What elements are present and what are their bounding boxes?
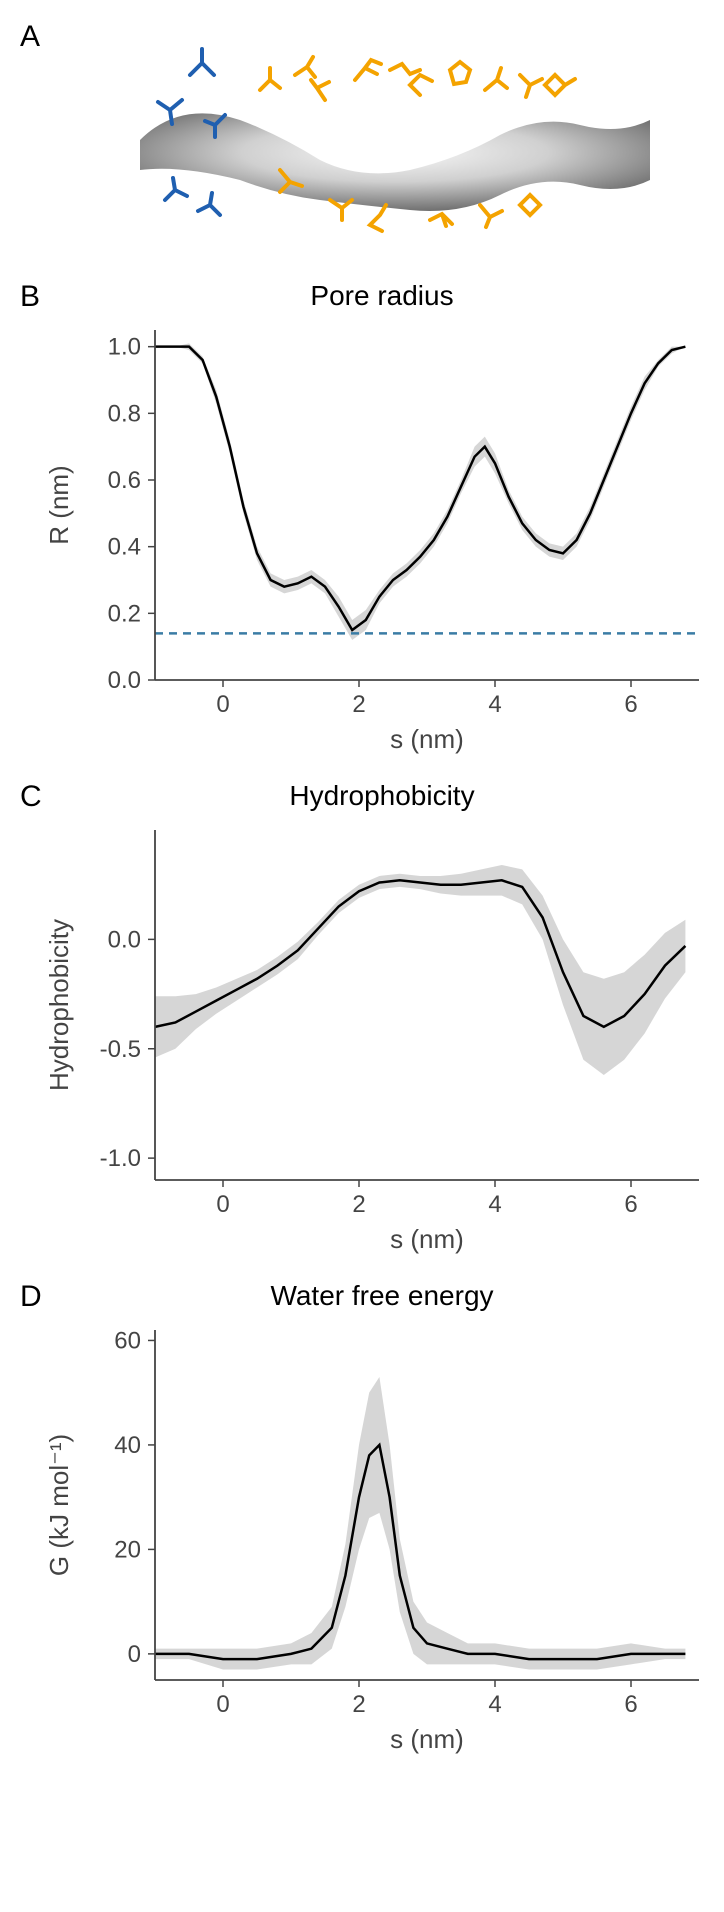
molecular-tunnel — [120, 40, 660, 240]
svg-text:-1.0: -1.0 — [100, 1145, 141, 1172]
svg-text:60: 60 — [114, 1327, 141, 1354]
svg-text:0.0: 0.0 — [108, 926, 141, 953]
svg-text:6: 6 — [624, 1691, 637, 1718]
svg-text:0.8: 0.8 — [108, 400, 141, 427]
svg-text:6: 6 — [624, 691, 637, 718]
panel-d-title: Water free energy — [40, 1280, 724, 1312]
panel-a-molecular-render: A — [20, 20, 704, 260]
svg-text:R (nm): R (nm) — [44, 465, 74, 544]
panel-c-title: Hydrophobicity — [40, 780, 724, 812]
svg-text:20: 20 — [114, 1536, 141, 1563]
panel-b-chart: B Pore radius 02460.00.20.40.60.81.0s (n… — [20, 280, 704, 760]
svg-text:0.0: 0.0 — [108, 667, 141, 694]
svg-text:0.2: 0.2 — [108, 600, 141, 627]
svg-text:G (kJ mol⁻¹): G (kJ mol⁻¹) — [44, 1434, 74, 1576]
panel-b-title: Pore radius — [40, 280, 724, 312]
svg-text:-0.5: -0.5 — [100, 1036, 141, 1063]
svg-text:1.0: 1.0 — [108, 334, 141, 361]
svg-text:s (nm): s (nm) — [390, 724, 464, 754]
panel-c-chart: C Hydrophobicity 0246-1.0-0.50.0s (nm)Hy… — [20, 780, 704, 1260]
svg-text:4: 4 — [488, 691, 501, 718]
svg-text:6: 6 — [624, 1191, 637, 1218]
svg-text:0.6: 0.6 — [108, 467, 141, 494]
panel-d-chart: D Water free energy 02460204060s (nm)G (… — [20, 1280, 704, 1760]
svg-text:2: 2 — [352, 1191, 365, 1218]
panel-b-label: B — [20, 280, 40, 314]
svg-text:0.4: 0.4 — [108, 534, 141, 561]
svg-text:2: 2 — [352, 1691, 365, 1718]
svg-text:Hydrophobicity: Hydrophobicity — [44, 919, 74, 1091]
svg-text:2: 2 — [352, 691, 365, 718]
panel-c-label: C — [20, 780, 42, 814]
panel-d-label: D — [20, 1280, 42, 1314]
svg-text:0: 0 — [216, 1191, 229, 1218]
svg-text:4: 4 — [488, 1191, 501, 1218]
panel-a-label: A — [20, 20, 40, 54]
svg-text:40: 40 — [114, 1432, 141, 1459]
svg-text:0: 0 — [128, 1641, 141, 1668]
svg-text:s (nm): s (nm) — [390, 1724, 464, 1754]
hydrophobicity-plot: 0 2 4 6 -1.0 -0.5 0.0 s (nm) Hydrophobicity — [40, 820, 724, 1260]
pore-radius-plot: 0 2 4 6 0.0 0.2 0.4 0.6 0.8 1.0 s (nm) R (nm) — [40, 320, 724, 760]
svg-text:4: 4 — [488, 1691, 501, 1718]
svg-text:0: 0 — [216, 691, 229, 718]
svg-text:0: 0 — [216, 1691, 229, 1718]
svg-text:s (nm): s (nm) — [390, 1224, 464, 1254]
water-free-energy-plot: 02460204060s (nm)G (kJ mol⁻¹) — [40, 1320, 724, 1760]
